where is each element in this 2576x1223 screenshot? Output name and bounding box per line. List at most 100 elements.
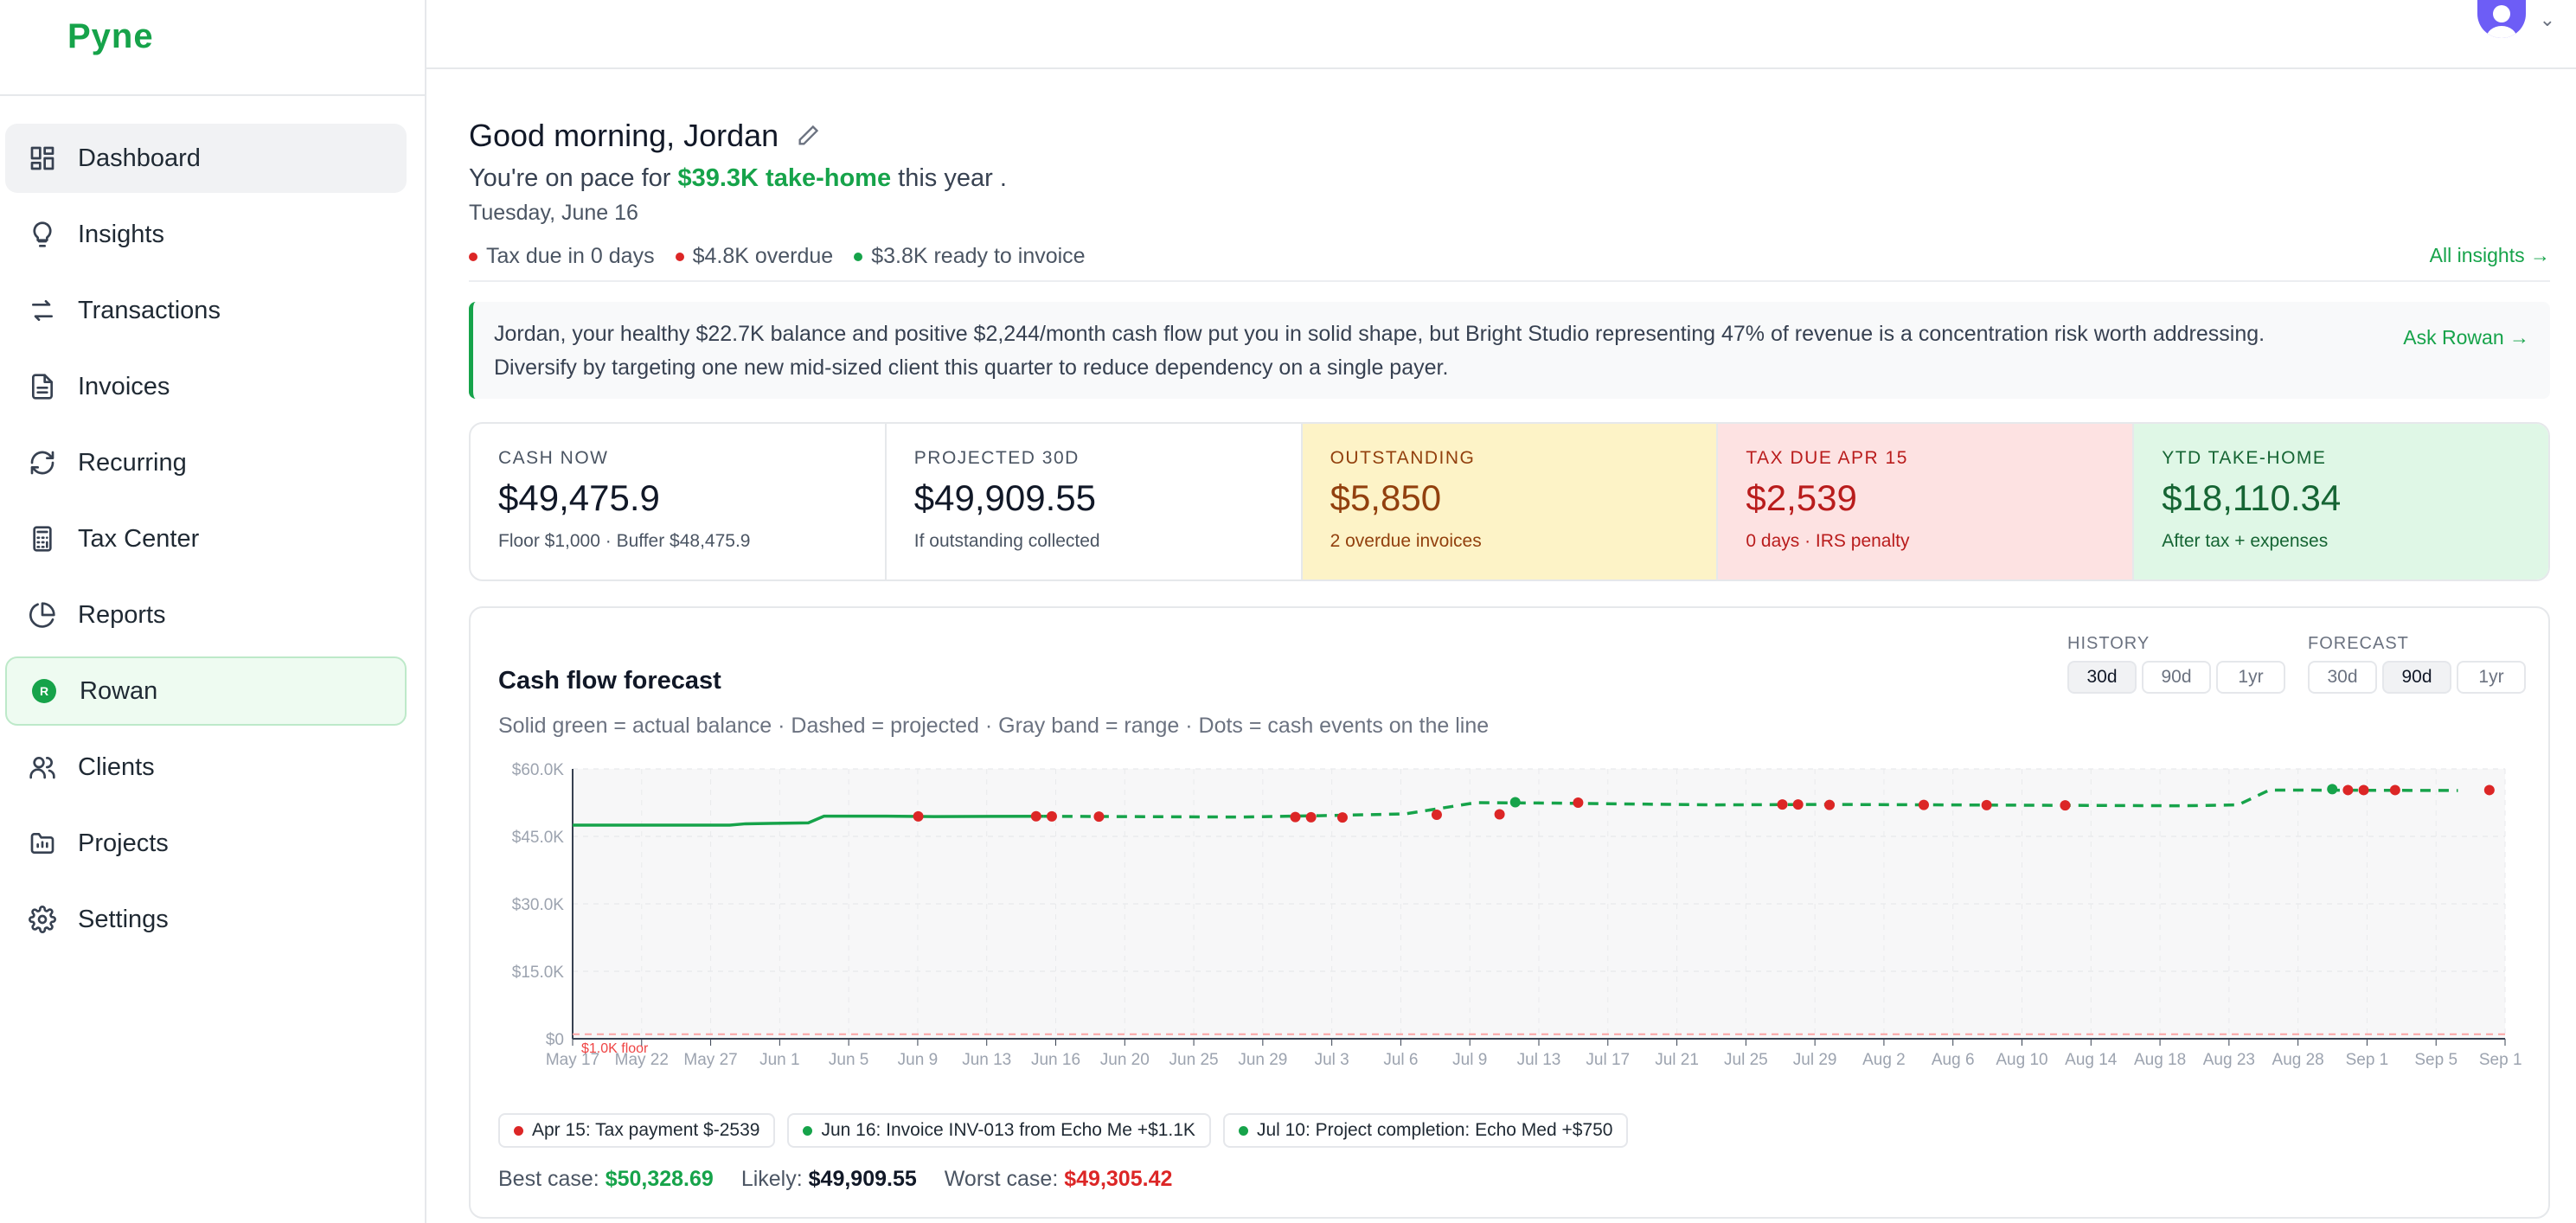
sidebar-item-projects[interactable]: Projects <box>5 809 407 878</box>
sidebar-divider <box>0 94 426 96</box>
app-logo[interactable]: Pyne <box>67 17 154 55</box>
stat-label: PROJECTED 30D <box>913 448 1080 468</box>
forecast-90d-button[interactable]: 90d <box>2382 661 2451 694</box>
history-30d-button[interactable]: 30d <box>2067 661 2137 694</box>
chevron-down-icon[interactable]: ⌄ <box>2539 9 2555 30</box>
history-toggle: HISTORY 30d 90d 1yr <box>2067 634 2285 694</box>
event-point <box>2483 784 2495 796</box>
stat-projected[interactable]: PROJECTED 30D $49,909.55 If outstanding … <box>887 424 1303 579</box>
alert-text: $4.8K overdue <box>692 244 834 268</box>
stat-label: CASH NOW <box>498 448 609 468</box>
sidebar-item-tax-center[interactable]: Tax Center <box>5 504 407 573</box>
sidebar-item-label: Projects <box>78 829 169 857</box>
sidebar-item-label: Settings <box>78 905 169 933</box>
x-tick-label: Jul 21 <box>1655 1051 1699 1069</box>
all-insights-link[interactable]: All insights → <box>2429 244 2550 266</box>
sidebar-item-label: Invoices <box>78 372 170 400</box>
forecast-subtitle: Solid green = actual balance · Dashed = … <box>498 714 1490 738</box>
alert-ready-to-invoice[interactable]: $3.8K ready to invoice <box>854 244 1086 269</box>
status-dot <box>854 252 863 261</box>
stat-tax-due[interactable]: TAX DUE APR 15 $2,539 0 days · IRS penal… <box>1718 424 2135 579</box>
ask-rowan-link[interactable]: Ask Rowan → <box>2403 326 2529 349</box>
sidebar-item-label: Clients <box>78 752 155 781</box>
status-dot <box>803 1125 813 1136</box>
forecast-toggle: FORECAST 30d 90d 1yr <box>2308 634 2526 694</box>
stat-ytd-take-home[interactable]: YTD TAKE-HOME $18,110.34 After tax + exp… <box>2134 424 2548 579</box>
y-tick-label: $45.0K <box>512 829 565 847</box>
stat-label: YTD TAKE-HOME <box>2162 448 2327 468</box>
stat-sub: If outstanding collected <box>913 531 1100 551</box>
rowan-avatar-letter: R <box>32 679 56 703</box>
y-tick-label: $15.0K <box>512 964 565 982</box>
sidebar-item-invoices[interactable]: Invoices <box>5 352 407 421</box>
forecast-label: FORECAST <box>2308 634 2409 653</box>
event-point <box>1573 797 1584 808</box>
event-chip[interactable]: Apr 15: Tax payment $-2539 <box>498 1113 776 1148</box>
stat-cash-now[interactable]: CASH NOW $49,475.9 Floor $1,000 · Buffer… <box>471 424 887 579</box>
event-point <box>1093 811 1105 823</box>
status-dot <box>675 252 684 261</box>
sidebar-item-insights[interactable]: Insights <box>5 200 407 269</box>
pace-summary: You're on pace for $39.3K take-home this… <box>469 164 1007 193</box>
x-tick-label: Jun 20 <box>1100 1051 1150 1069</box>
stat-value: $49,909.55 <box>913 477 1097 518</box>
x-tick-label: Aug 2 <box>1862 1051 1906 1069</box>
y-tick-label: $60.0K <box>512 761 565 779</box>
users-icon <box>26 751 59 784</box>
cash-flow-chart[interactable]: $0 $15.0K $30.0K $45.0K $60.0K May 17 May 22 Ma… <box>498 753 2531 1117</box>
sidebar-item-label: Dashboard <box>78 144 201 172</box>
document-icon <box>26 370 59 403</box>
sidebar-item-reports[interactable]: Reports <box>5 580 407 650</box>
sidebar-nav: Dashboard Insights Transactions Invoices… <box>5 124 407 961</box>
likely-case-label: Likely: <box>740 1167 803 1191</box>
event-point <box>1290 811 1301 823</box>
forecast-30d-button[interactable]: 30d <box>2308 661 2377 694</box>
event-point <box>2342 784 2354 796</box>
x-tick-label: Jul 29 <box>1793 1051 1837 1069</box>
sidebar-item-label: Recurring <box>78 448 187 477</box>
sidebar-item-recurring[interactable]: Recurring <box>5 428 407 497</box>
x-tick-label: Sep 12 <box>2479 1051 2522 1069</box>
dashboard-icon <box>26 142 59 175</box>
pace-suffix: this year . <box>898 164 1007 192</box>
y-tick-label: $30.0K <box>512 896 565 914</box>
x-tick-label: Aug 6 <box>1932 1051 1975 1069</box>
event-chip[interactable]: Jun 16: Invoice INV-013 from Echo Me +$1… <box>787 1113 1211 1148</box>
x-tick-label: Aug 28 <box>2272 1051 2324 1069</box>
x-tick-label: Jun 9 <box>898 1051 938 1069</box>
event-text: Jul 10: Project completion: Echo Med +$7… <box>1256 1120 1613 1140</box>
event-point <box>1792 799 1804 810</box>
alert-tax-due[interactable]: Tax due in 0 days <box>469 244 655 269</box>
edit-pencil-icon[interactable] <box>796 124 820 148</box>
x-tick-label: Jun 29 <box>1238 1051 1287 1069</box>
insight-text: Jordan, your healthy $22.7K balance and … <box>494 322 2265 380</box>
forecast-card: Cash flow forecast Solid green = actual … <box>469 606 2550 1219</box>
stat-value: $49,475.9 <box>498 477 660 518</box>
event-point <box>1981 799 1992 810</box>
event-point <box>1494 809 1505 820</box>
event-text: Apr 15: Tax payment $-2539 <box>532 1120 760 1140</box>
event-point <box>1918 799 1929 810</box>
calculator-icon <box>26 522 59 555</box>
sidebar-item-rowan[interactable]: R Rowan <box>5 656 407 726</box>
sidebar-item-settings[interactable]: Settings <box>5 885 407 954</box>
sidebar-item-dashboard[interactable]: Dashboard <box>5 124 407 193</box>
history-90d-button[interactable]: 90d <box>2142 661 2211 694</box>
x-tick-label: Aug 14 <box>2065 1051 2118 1069</box>
event-point <box>1030 810 1041 822</box>
event-point <box>1777 799 1788 810</box>
worst-case-value: $49,305.42 <box>1064 1167 1173 1191</box>
user-avatar[interactable] <box>2477 0 2526 38</box>
alert-overdue[interactable]: $4.8K overdue <box>675 244 834 269</box>
stat-outstanding[interactable]: OUTSTANDING $5,850 2 overdue invoices <box>1302 424 1719 579</box>
best-case-label: Best case: <box>498 1167 599 1191</box>
x-tick-label: Jul 9 <box>1452 1051 1487 1069</box>
sidebar-item-label: Rowan <box>80 676 158 705</box>
sidebar-item-transactions[interactable]: Transactions <box>5 276 407 345</box>
stat-sub: Floor $1,000 · Buffer $48,475.9 <box>498 531 751 551</box>
pie-chart-icon <box>26 599 59 631</box>
forecast-1yr-button[interactable]: 1yr <box>2457 661 2526 694</box>
sidebar-item-clients[interactable]: Clients <box>5 733 407 802</box>
history-1yr-button[interactable]: 1yr <box>2216 661 2285 694</box>
event-chip[interactable]: Jul 10: Project completion: Echo Med +$7… <box>1222 1113 1629 1148</box>
